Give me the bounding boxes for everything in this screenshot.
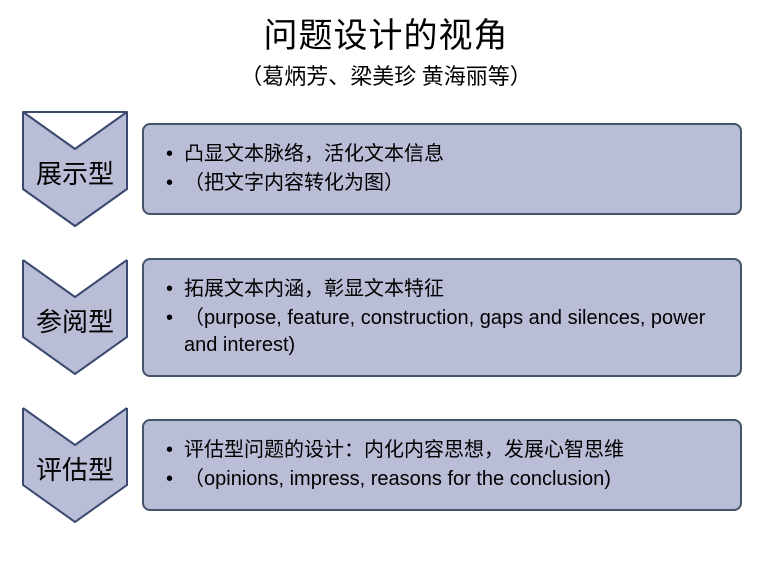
content-box-0: 凸显文本脉络，活化文本信息 （把文字内容转化为图） bbox=[142, 123, 742, 215]
chevron-label-2: 评估型 bbox=[36, 450, 114, 487]
bullet: （purpose, feature, construction, gaps an… bbox=[166, 305, 722, 359]
page-subtitle: （葛炳芳、梁美珍 黄海丽等） bbox=[0, 59, 772, 91]
row-1: 参阅型 拓展文本内涵，彰显文本特征 （purpose, feature, con… bbox=[20, 257, 772, 377]
chevron-1: 参阅型 bbox=[20, 257, 130, 377]
header: 问题设计的视角 （葛炳芳、梁美珍 黄海丽等） bbox=[0, 0, 772, 91]
row-0: 展示型 凸显文本脉络，活化文本信息 （把文字内容转化为图） bbox=[20, 109, 772, 229]
row-2: 评估型 评估型问题的设计：内化内容思想，发展心智思维 （opinions, im… bbox=[20, 405, 772, 525]
chevron-2: 评估型 bbox=[20, 405, 130, 525]
chevron-0: 展示型 bbox=[20, 109, 130, 229]
page-title: 问题设计的视角 bbox=[0, 8, 772, 57]
bullet: （opinions, impress, reasons for the conc… bbox=[166, 466, 722, 493]
bullet: 评估型问题的设计：内化内容思想，发展心智思维 bbox=[166, 437, 722, 464]
rows-container: 展示型 凸显文本脉络，活化文本信息 （把文字内容转化为图） 参阅型 拓展文本内涵… bbox=[0, 109, 772, 525]
content-box-1: 拓展文本内涵，彰显文本特征 （purpose, feature, constru… bbox=[142, 258, 742, 377]
bullet: 拓展文本内涵，彰显文本特征 bbox=[166, 276, 722, 303]
bullet: （把文字内容转化为图） bbox=[166, 170, 722, 197]
bullet: 凸显文本脉络，活化文本信息 bbox=[166, 141, 722, 168]
chevron-label-0: 展示型 bbox=[36, 154, 114, 191]
content-box-2: 评估型问题的设计：内化内容思想，发展心智思维 （opinions, impres… bbox=[142, 419, 742, 511]
chevron-label-1: 参阅型 bbox=[36, 302, 114, 339]
